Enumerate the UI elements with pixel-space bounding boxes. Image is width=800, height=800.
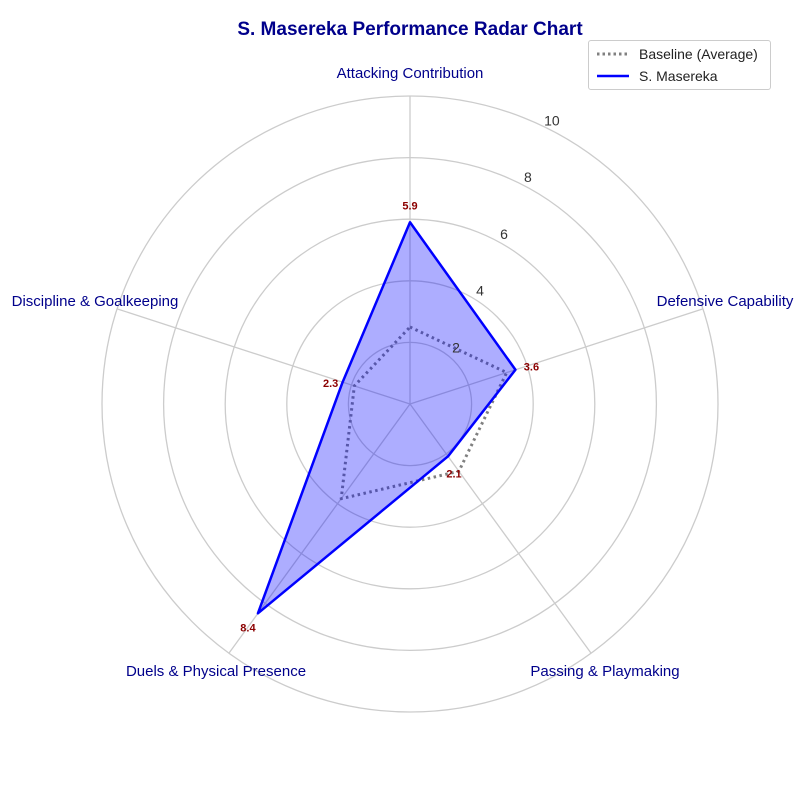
radar-series	[256, 221, 517, 615]
legend-swatch-masereka	[597, 74, 629, 78]
data-label: 8.4	[240, 622, 256, 634]
series-line-masereka	[256, 221, 517, 615]
axis-label: Passing & Playmaking	[530, 663, 679, 680]
legend-item-baseline: Baseline (Average)	[595, 44, 758, 64]
radar-spokes	[116, 96, 704, 654]
legend-label-masereka: S. Masereka	[639, 68, 718, 84]
axis-label: Discipline & Goalkeeping	[12, 293, 179, 310]
radial-tick-label: 4	[476, 283, 484, 299]
axis-spoke	[409, 308, 704, 405]
radial-tick-label: 10	[544, 112, 560, 128]
axis-label: Defensive Capability	[657, 293, 794, 310]
axis-spoke	[409, 403, 592, 654]
data-label: 3.6	[524, 362, 539, 374]
data-label: 5.9	[402, 200, 417, 212]
radial-tick-label: 8	[524, 169, 532, 185]
chart-title: S. Masereka Performance Radar Chart	[237, 19, 583, 40]
radial-tick-labels: 2 4 6 8 10	[452, 112, 560, 355]
axis-spoke	[116, 308, 411, 405]
axis-label: Attacking Contribution	[337, 65, 484, 82]
radial-tick-label: 2	[452, 339, 460, 355]
data-label: 2.1	[446, 468, 461, 480]
legend-item-masereka: S. Masereka	[595, 66, 718, 86]
axis-label: Duels & Physical Presence	[126, 663, 306, 680]
legend: Baseline (Average) S. Masereka	[588, 40, 771, 90]
series-area-masereka	[257, 222, 516, 614]
radial-tick-label: 6	[500, 226, 508, 242]
axis-labels: Attacking Contribution Defensive Capabili…	[12, 65, 794, 680]
series-line-baseline	[339, 325, 509, 501]
legend-label-baseline: Baseline (Average)	[639, 46, 758, 62]
data-label: 2.3	[323, 378, 338, 390]
legend-swatch-baseline	[597, 52, 629, 56]
data-labels: 5.9 3.6 2.1 8.4 2.3	[240, 200, 539, 634]
